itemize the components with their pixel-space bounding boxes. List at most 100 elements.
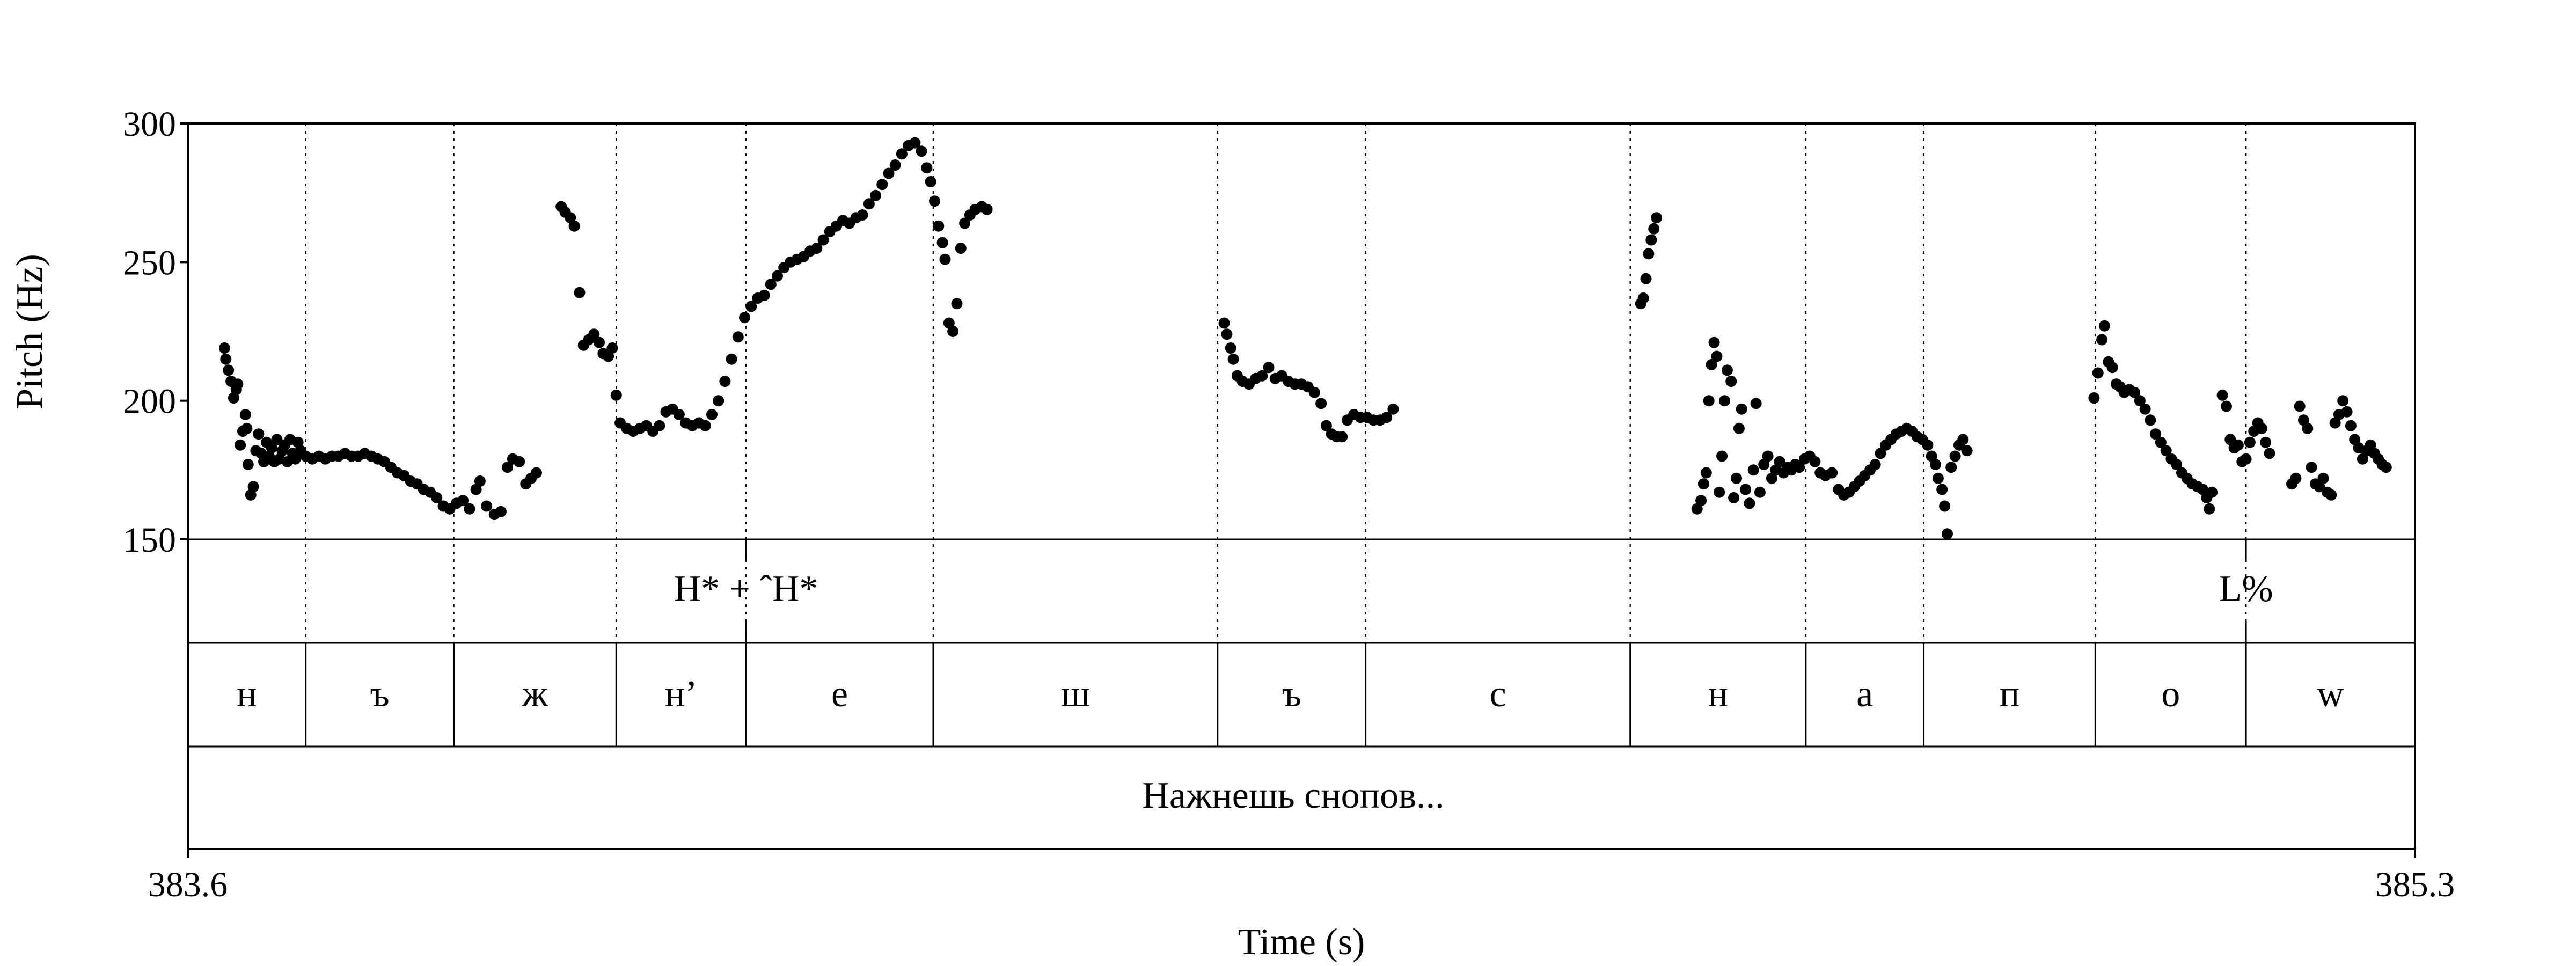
pitch-point xyxy=(936,237,948,248)
pitch-point xyxy=(1711,350,1723,362)
phrase-tier-label: Нажнешь снопов... xyxy=(1142,775,1444,816)
pitch-point xyxy=(457,495,469,507)
pitch-point xyxy=(247,481,259,493)
pitch-point xyxy=(1731,472,1742,484)
pitch-point xyxy=(929,195,940,207)
y-tick-label: 300 xyxy=(123,105,176,144)
pitch-point xyxy=(1930,459,1941,470)
pitch-point xyxy=(1308,386,1320,398)
pitch-point xyxy=(811,243,823,254)
tone-label: H* + ˆH* xyxy=(674,568,818,610)
pitch-point xyxy=(530,467,542,479)
pitch-point xyxy=(232,378,244,390)
pitch-point xyxy=(2206,486,2218,498)
segment-label: н xyxy=(237,674,257,715)
pitch-point xyxy=(2096,334,2108,346)
pitch-point xyxy=(1740,484,1752,495)
pitch-point xyxy=(654,420,665,431)
pitch-point xyxy=(1762,450,1774,462)
pitch-point xyxy=(1387,403,1399,415)
pitch-point xyxy=(1643,248,1655,260)
pitch-point xyxy=(2098,320,2110,332)
pitch-point xyxy=(745,301,757,312)
pitch-point xyxy=(1728,492,1740,503)
segment-label: w xyxy=(2317,674,2344,715)
pitch-point xyxy=(1225,342,1236,354)
pitch-point xyxy=(1949,450,1961,462)
pitch-point xyxy=(223,364,235,376)
pitch-point xyxy=(1750,398,1762,409)
pitch-point xyxy=(1221,328,1233,340)
pitch-point xyxy=(939,253,951,265)
pitch-point xyxy=(2345,420,2357,431)
pitch-point xyxy=(1719,395,1730,407)
pitch-point xyxy=(235,439,246,451)
pitch-point xyxy=(1651,212,1663,224)
pitch-point xyxy=(1648,223,1660,235)
pitch-point xyxy=(474,475,486,487)
x-tick-label: 383.6 xyxy=(148,865,228,904)
pitch-point xyxy=(876,179,888,191)
pitch-point xyxy=(218,342,230,354)
pitch-point xyxy=(699,420,711,431)
pitch-point xyxy=(2155,436,2167,448)
pitch-point xyxy=(1736,403,1747,415)
pitch-point xyxy=(1942,528,1953,540)
segment-tier: н ъ ж н’ е ш ъ с н а п о w xyxy=(237,674,2344,715)
segment-label: ж xyxy=(522,674,548,715)
pitch-point xyxy=(933,220,945,232)
pitch-point xyxy=(574,287,586,298)
pitch-point xyxy=(2240,453,2252,465)
pitch-points xyxy=(218,137,2392,540)
pitch-point xyxy=(239,409,251,420)
pitch-point xyxy=(1744,497,1755,509)
pitch-point xyxy=(610,389,622,401)
tone-label: L% xyxy=(2219,568,2273,610)
pitch-point xyxy=(289,453,301,465)
pitch-point xyxy=(2145,414,2156,426)
pitch-point xyxy=(1725,376,1737,387)
pitch-point xyxy=(588,328,600,340)
pitch-point xyxy=(765,279,777,290)
pitch-point xyxy=(955,243,967,254)
pitch-point xyxy=(726,353,737,365)
pitch-point xyxy=(1637,292,1649,304)
y-tick-label: 200 xyxy=(123,382,176,421)
pitch-point xyxy=(1922,439,1934,451)
pitch-point xyxy=(2139,403,2151,415)
pitch-point xyxy=(863,198,875,210)
pitch-point xyxy=(758,289,770,301)
pitch-point xyxy=(1714,486,1725,498)
pitch-point xyxy=(947,326,959,337)
x-axis-title: Time (s) xyxy=(1238,921,1365,963)
pitch-point xyxy=(594,336,605,348)
pitch-point xyxy=(266,442,277,453)
pitch-point xyxy=(2325,489,2337,501)
pitch-point xyxy=(951,298,963,310)
pitch-point xyxy=(514,456,525,467)
pitch-point xyxy=(2171,459,2183,470)
pitch-point xyxy=(1256,370,1268,382)
pitch-point xyxy=(870,189,882,201)
pitch-point xyxy=(1703,395,1715,407)
pitch-point xyxy=(1932,472,1944,484)
pitch-point xyxy=(916,145,927,157)
pitch-point xyxy=(2216,389,2228,401)
pitch-point xyxy=(2160,445,2172,457)
pitch-point xyxy=(2341,406,2353,418)
pitch-point xyxy=(1227,353,1239,365)
pitch-point xyxy=(739,312,750,324)
pitch-point xyxy=(2260,436,2272,448)
pitch-point xyxy=(568,220,580,232)
segment-label: п xyxy=(2000,674,2019,715)
pitch-point xyxy=(2306,462,2317,473)
pitch-point xyxy=(2088,392,2100,404)
pitch-point xyxy=(921,162,933,174)
y-tick-label: 250 xyxy=(123,243,176,282)
pitch-point xyxy=(909,137,921,149)
pitch-point xyxy=(464,503,475,515)
pitch-point xyxy=(1320,420,1332,431)
pitch-point xyxy=(2337,395,2349,407)
pitch-point xyxy=(772,270,783,282)
